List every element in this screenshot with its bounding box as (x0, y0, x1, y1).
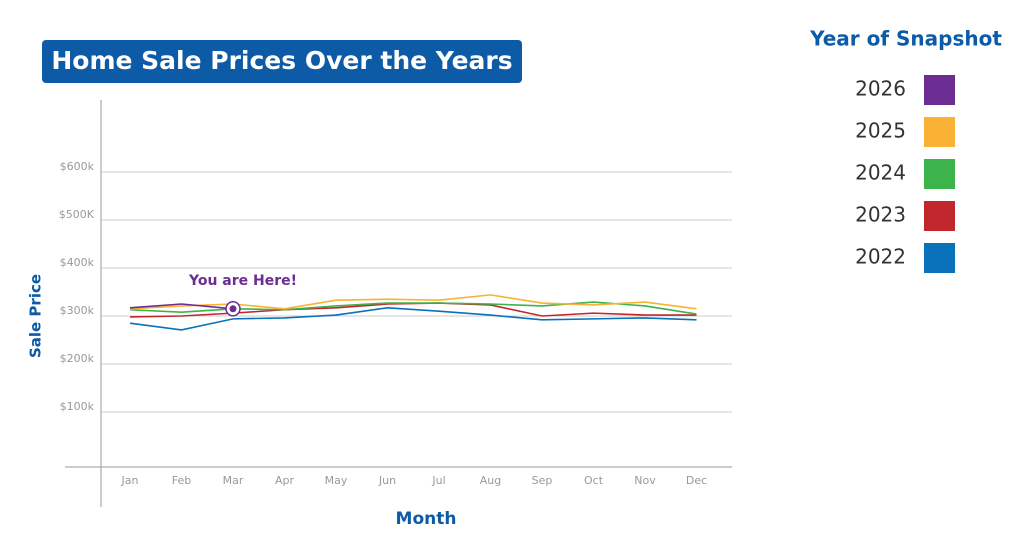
y-tick-label: $400k (60, 256, 95, 269)
legend-swatch (924, 75, 955, 105)
y-axis-label: Sale Price (27, 274, 45, 358)
legend-label: 2024 (855, 161, 906, 185)
y-tick-label: $100k (60, 400, 95, 413)
y-tick-label: $600k (60, 160, 95, 173)
series-line (129, 301, 697, 315)
legend-label: 2025 (855, 119, 906, 143)
legend-swatch (924, 159, 955, 189)
series-line (129, 303, 234, 310)
x-tick-label: Apr (275, 474, 295, 487)
legend-label: 2022 (855, 245, 906, 269)
current-marker (229, 305, 237, 313)
x-tick-label: Aug (480, 474, 501, 487)
x-axis-label: Month (396, 509, 457, 529)
legend-label: 2023 (855, 203, 906, 227)
x-tick-label: May (325, 474, 348, 487)
y-tick-label: $200k (60, 352, 95, 365)
title-box (42, 40, 522, 83)
x-tick-label: Jul (431, 474, 445, 487)
x-tick-label: Sep (532, 474, 553, 487)
x-tick-label: Jan (121, 474, 139, 487)
y-tick-label: $500K (59, 208, 95, 221)
x-tick-label: Mar (223, 474, 244, 487)
legend-label: 2026 (855, 77, 906, 101)
annotation: You are Here! (188, 273, 297, 289)
legend-swatch (924, 243, 955, 273)
x-tick-label: Jun (378, 474, 396, 487)
chart-title: Home Sale Prices Over the Years (51, 46, 512, 75)
x-tick-label: Dec (686, 474, 707, 487)
legend-swatch (924, 201, 955, 231)
legend-swatch (924, 117, 955, 147)
x-tick-label: Nov (634, 474, 656, 487)
series-line (129, 294, 697, 310)
legend-title: Year of Snapshot (809, 27, 1002, 51)
y-tick-label: $300k (60, 304, 95, 317)
x-tick-label: Feb (172, 474, 191, 487)
x-tick-label: Oct (584, 474, 604, 487)
series-line (129, 307, 697, 331)
